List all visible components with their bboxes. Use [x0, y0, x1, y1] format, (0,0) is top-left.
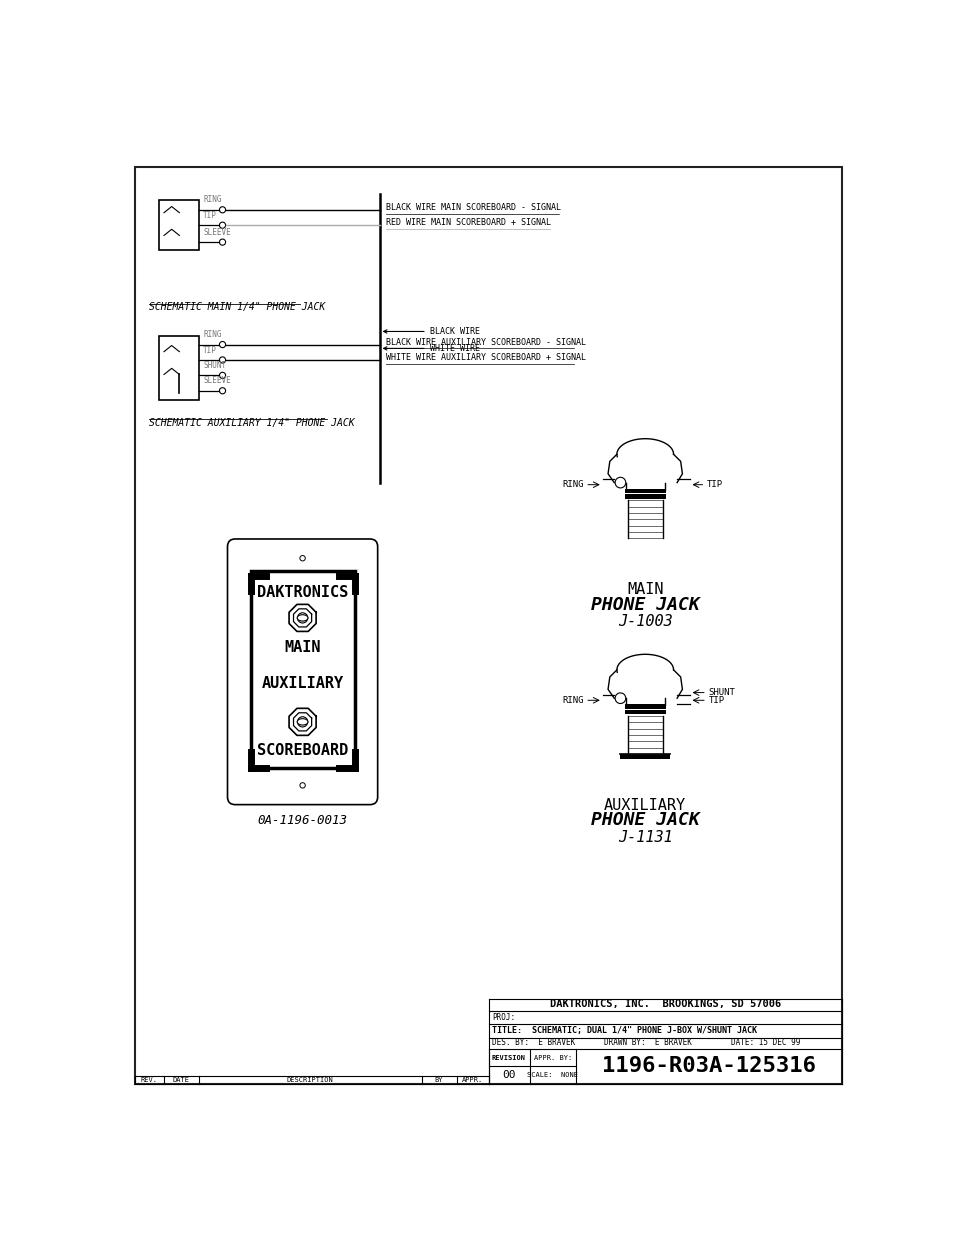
Text: BY: BY — [435, 1077, 442, 1083]
Circle shape — [219, 206, 225, 212]
Text: BLACK WIRE MAIN SCOREBOARD - SIGNAL: BLACK WIRE MAIN SCOREBOARD - SIGNAL — [385, 203, 560, 212]
Text: J-1131: J-1131 — [618, 830, 672, 845]
Circle shape — [219, 222, 225, 228]
Bar — [624, 494, 665, 499]
Text: SCHEMATIC MAIN 1/4" PHONE JACK: SCHEMATIC MAIN 1/4" PHONE JACK — [149, 303, 324, 312]
Circle shape — [219, 341, 225, 347]
Text: TIP: TIP — [706, 480, 722, 489]
Bar — [251, 572, 355, 768]
Ellipse shape — [297, 615, 308, 621]
Bar — [159, 200, 199, 251]
Bar — [624, 704, 665, 709]
Text: DATE: DATE — [172, 1077, 190, 1083]
Text: APPR.: APPR. — [461, 1077, 483, 1083]
Text: TIP: TIP — [708, 695, 723, 705]
Text: DES. BY:  E BRAVEK: DES. BY: E BRAVEK — [492, 1039, 575, 1047]
Text: BLACK WIRE: BLACK WIRE — [383, 327, 479, 336]
FancyBboxPatch shape — [227, 538, 377, 805]
Circle shape — [615, 477, 625, 488]
Text: RING: RING — [561, 695, 583, 705]
Text: MAIN: MAIN — [284, 640, 320, 655]
Text: TITLE:  SCHEMATIC; DUAL 1/4" PHONE J-BOX W/SHUNT JACK: TITLE: SCHEMATIC; DUAL 1/4" PHONE J-BOX … — [492, 1026, 757, 1035]
Circle shape — [219, 372, 225, 378]
Text: RING: RING — [203, 330, 221, 340]
Text: 0A-1196-0013: 0A-1196-0013 — [257, 814, 347, 826]
Text: RING: RING — [561, 480, 583, 489]
Text: PROJ:: PROJ: — [492, 1013, 515, 1023]
Bar — [619, 755, 669, 760]
Text: SHUNT: SHUNT — [203, 361, 226, 370]
Text: BLACK WIRE AUXILIARY SCOREBOARD - SIGNAL: BLACK WIRE AUXILIARY SCOREBOARD - SIGNAL — [385, 337, 585, 347]
Bar — [159, 336, 199, 400]
Text: PHONE JACK: PHONE JACK — [590, 595, 699, 614]
Text: DESCRIPTION: DESCRIPTION — [286, 1077, 333, 1083]
Circle shape — [297, 613, 308, 622]
Text: SLEEVE: SLEEVE — [203, 227, 231, 237]
Text: 1196-R03A-125316: 1196-R03A-125316 — [601, 1056, 815, 1076]
Circle shape — [299, 556, 305, 561]
Bar — [624, 710, 665, 714]
Bar — [624, 489, 665, 493]
Text: SCOREBOARD: SCOREBOARD — [256, 743, 348, 758]
Circle shape — [219, 240, 225, 246]
Text: SLEEVE: SLEEVE — [203, 377, 231, 385]
Circle shape — [299, 783, 305, 788]
Circle shape — [219, 388, 225, 394]
Text: DAKTRONICS: DAKTRONICS — [256, 585, 348, 600]
Text: SCHEMATIC AUXILIARY 1/4" PHONE JACK: SCHEMATIC AUXILIARY 1/4" PHONE JACK — [149, 417, 354, 427]
Ellipse shape — [297, 719, 308, 725]
Text: SCALE:  NONE: SCALE: NONE — [527, 1072, 578, 1077]
Text: REV.: REV. — [141, 1077, 157, 1083]
Text: AUXILIARY: AUXILIARY — [261, 676, 343, 690]
Text: RED WIRE MAIN SCOREBOARD + SIGNAL: RED WIRE MAIN SCOREBOARD + SIGNAL — [385, 219, 550, 227]
Circle shape — [615, 693, 625, 704]
Text: APPR. BY:: APPR. BY: — [533, 1055, 572, 1061]
Text: WHITE WIRE: WHITE WIRE — [383, 343, 479, 353]
Text: MAIN: MAIN — [626, 582, 662, 597]
Text: PHONE JACK: PHONE JACK — [590, 811, 699, 830]
Text: RING: RING — [203, 195, 221, 205]
Text: WHITE WIRE AUXILIARY SCOREBOARD + SIGNAL: WHITE WIRE AUXILIARY SCOREBOARD + SIGNAL — [385, 353, 585, 362]
Text: DRAWN BY:  E BRAVEK: DRAWN BY: E BRAVEK — [604, 1039, 692, 1047]
Text: J-1003: J-1003 — [618, 614, 672, 630]
Text: AUXILIARY: AUXILIARY — [603, 798, 685, 813]
Circle shape — [219, 357, 225, 363]
Text: 00: 00 — [501, 1070, 516, 1079]
Text: TIP: TIP — [203, 346, 217, 354]
Text: REVISION: REVISION — [492, 1055, 525, 1061]
Circle shape — [297, 716, 308, 727]
Text: DATE: 15 DEC 99: DATE: 15 DEC 99 — [731, 1039, 800, 1047]
Text: SHUNT: SHUNT — [708, 688, 735, 697]
Text: DAKTRONICS, INC.  BROOKINGS, SD 57006: DAKTRONICS, INC. BROOKINGS, SD 57006 — [550, 999, 781, 1009]
Text: TIP: TIP — [203, 211, 217, 220]
